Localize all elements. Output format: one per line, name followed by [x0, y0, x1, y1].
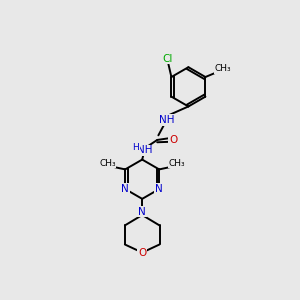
Text: H: H	[132, 143, 139, 152]
Text: O: O	[169, 135, 178, 145]
Text: CH₃: CH₃	[169, 159, 185, 168]
Text: N: N	[138, 207, 146, 217]
Text: N: N	[155, 184, 163, 194]
Text: CH₃: CH₃	[99, 159, 116, 168]
Text: NH: NH	[137, 145, 152, 155]
Text: CH₃: CH₃	[214, 64, 231, 74]
Text: NH: NH	[159, 115, 174, 125]
Text: Cl: Cl	[163, 53, 173, 64]
Text: O: O	[138, 248, 146, 258]
Text: N: N	[121, 184, 129, 194]
